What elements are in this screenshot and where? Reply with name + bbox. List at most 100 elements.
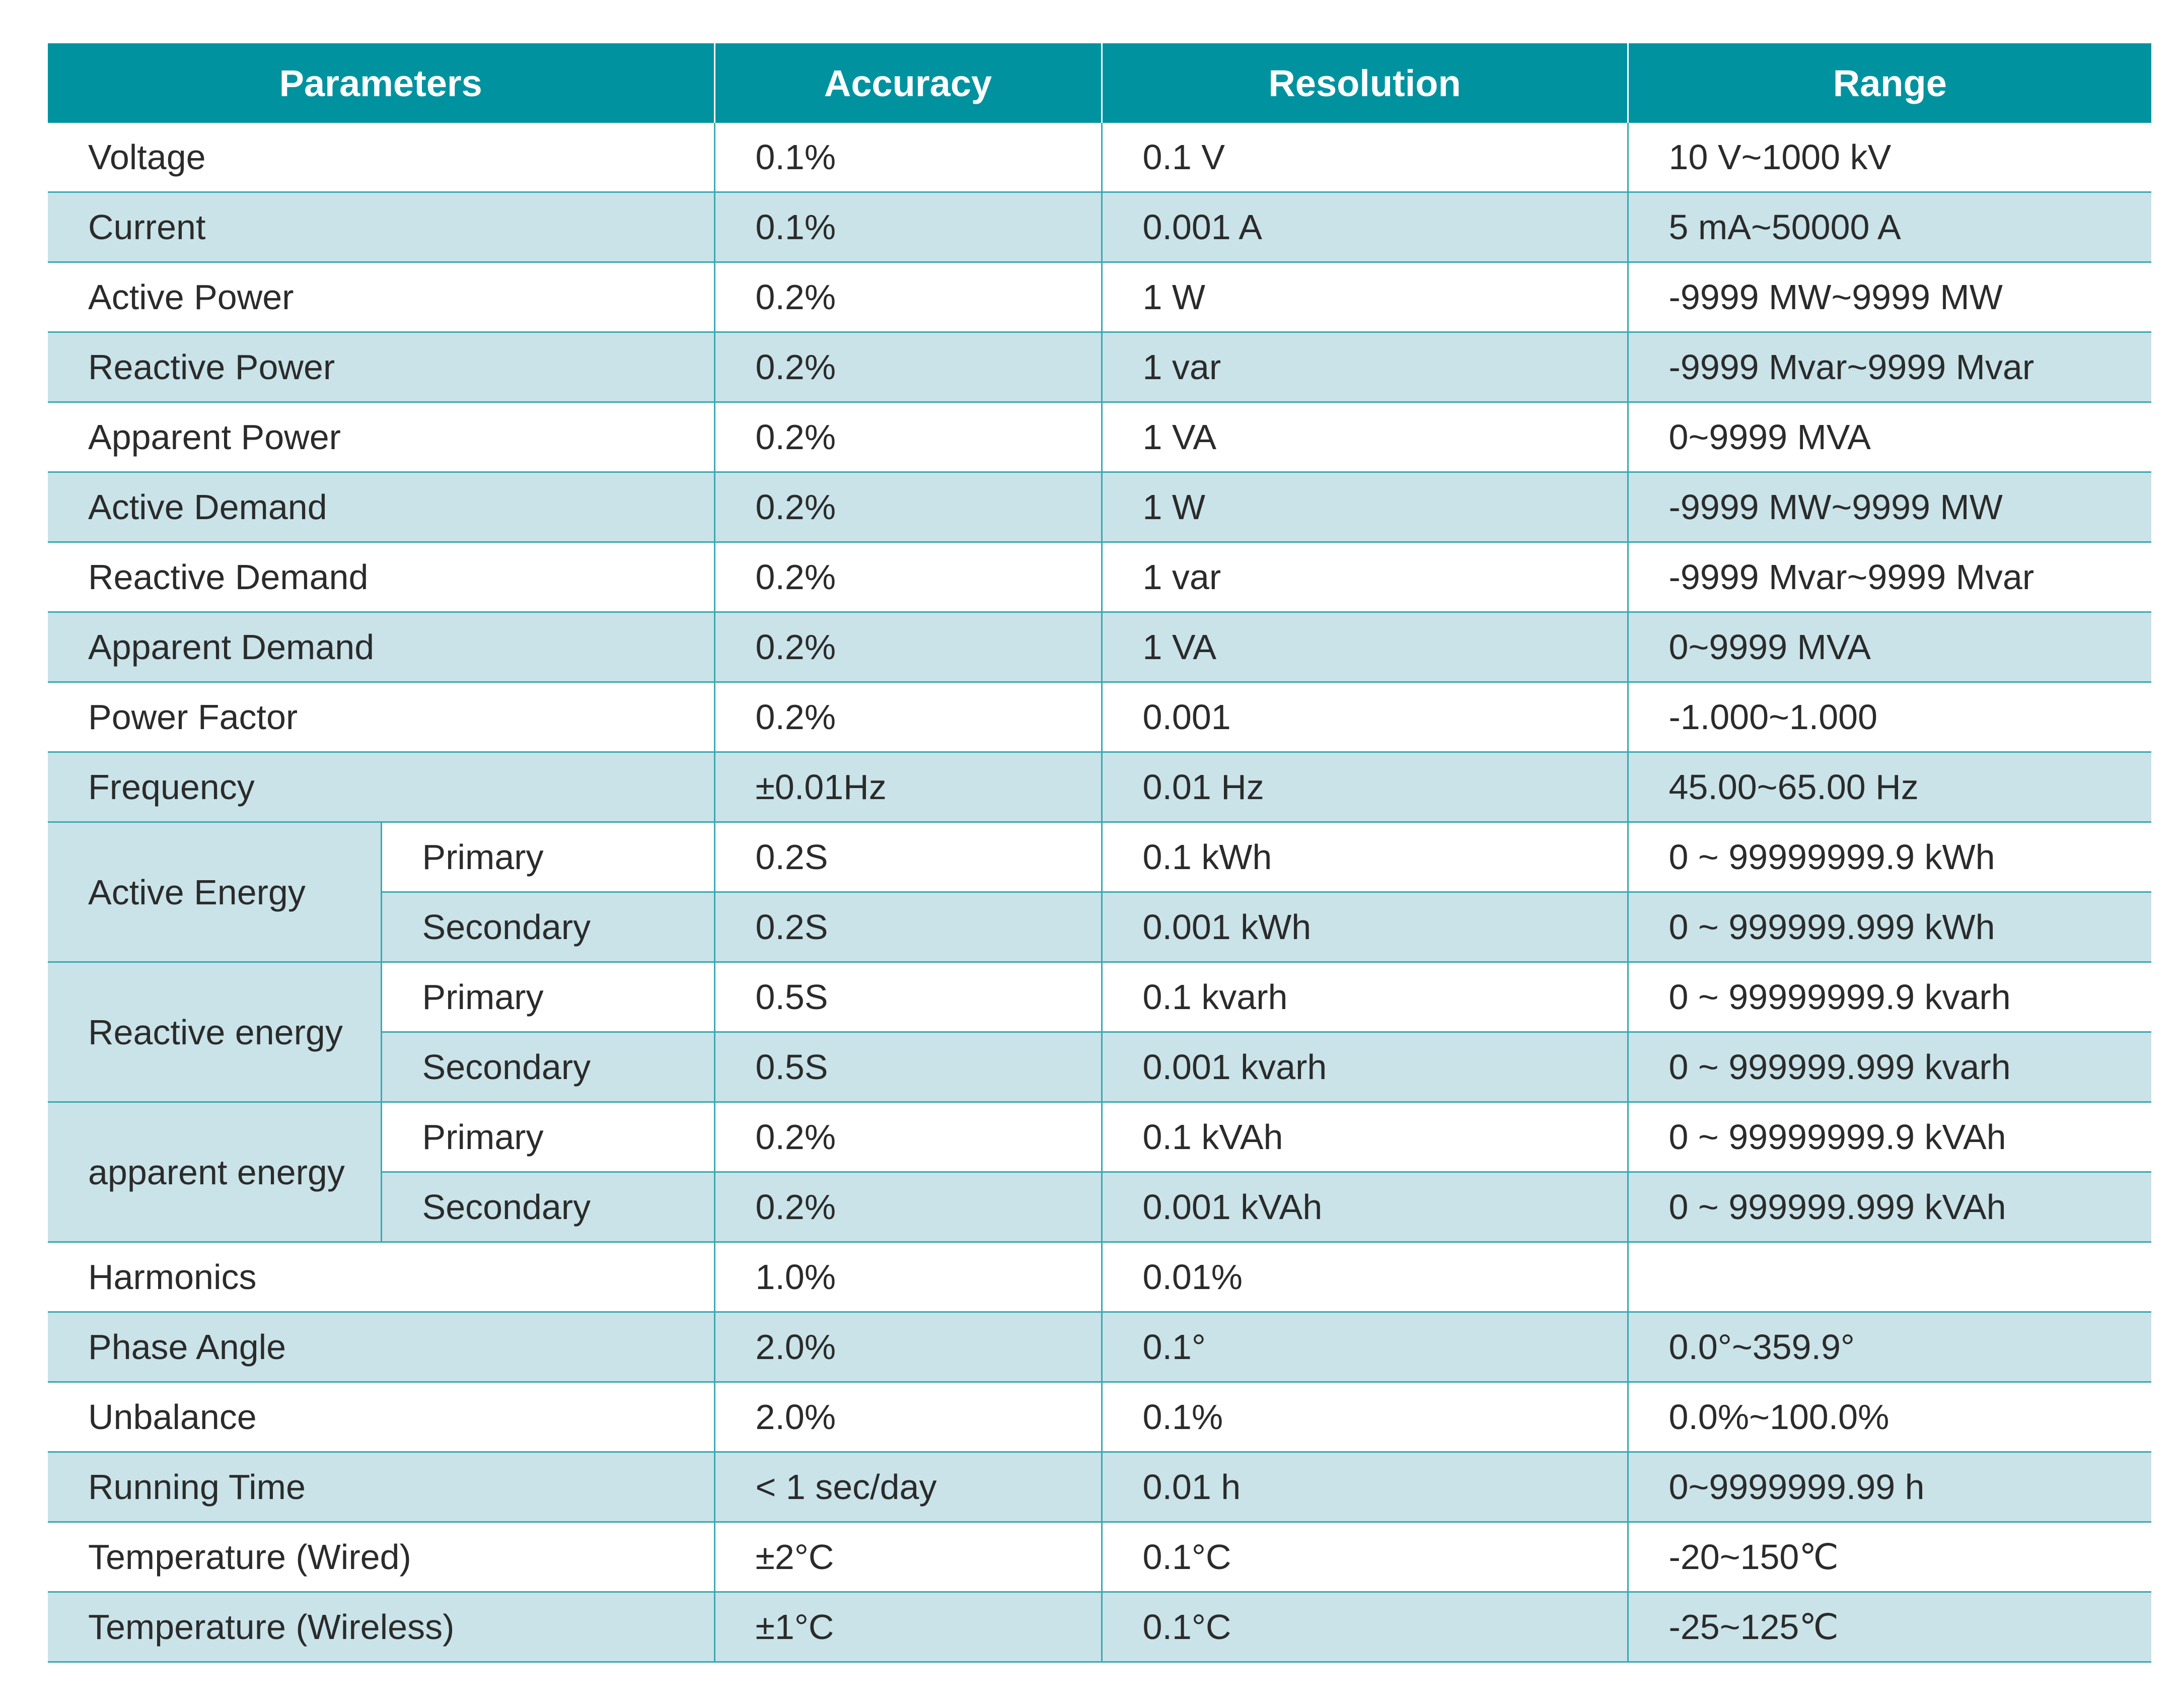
table-row: Frequency ±0.01Hz 0.01 Hz 45.00~65.00 Hz [48,752,2152,823]
parameter-cell: Temperature (Wireless) [48,1592,715,1663]
header-resolution: Resolution [1101,43,1628,123]
parameter-cell: Active Demand [48,472,715,543]
table-row: Running Time < 1 sec/day 0.01 h 0~9999999.9… [48,1452,2152,1523]
header-range: Range [1627,43,2152,123]
range-cell: -9999 MW~9999 MW [1627,472,2152,543]
resolution-cell: 0.1 V [1101,123,1628,193]
range-cell: 0~9999 MVA [1627,402,2152,473]
range-cell: -9999 Mvar~9999 Mvar [1627,542,2152,613]
accuracy-cell: 0.1% [713,192,1102,263]
table-row: Voltage 0.1% 0.1 V 10 V~1000 kV [48,123,2152,193]
energy-sub-cell: Primary [380,822,715,893]
parameter-cell: Current [48,192,715,263]
resolution-cell: 1 VA [1101,402,1628,473]
accuracy-cell: 0.2% [713,332,1102,403]
range-cell: 10 V~1000 kV [1627,123,2152,193]
resolution-cell: 0.1 kWh [1101,822,1628,893]
resolution-cell: 0.001 [1101,682,1628,753]
accuracy-cell: 0.2S [713,892,1102,963]
accuracy-cell: 0.2% [713,542,1102,613]
accuracy-cell: 0.2% [713,612,1102,683]
range-cell: 0.0%~100.0% [1627,1382,2152,1453]
range-cell: 0 ~ 999999.999 kvarh [1627,1032,2152,1103]
parameter-cell: Power Factor [48,682,715,753]
table-row: Temperature (Wireless) ±1°C 0.1°C -25~125℃ [48,1592,2152,1663]
parameter-cell: Active Power [48,262,715,333]
resolution-cell: 0.01 h [1101,1452,1628,1523]
accuracy-cell: 0.2S [713,822,1102,893]
resolution-cell: 0.1% [1101,1382,1628,1453]
accuracy-cell: 0.5S [713,1032,1102,1103]
resolution-cell: 0.001 kVAh [1101,1172,1628,1243]
accuracy-cell: 0.2% [713,402,1102,473]
energy-sub-cell: Primary [380,1102,715,1173]
accuracy-cell: 2.0% [713,1382,1102,1453]
accuracy-cell: 0.5S [713,962,1102,1033]
accuracy-cell: 0.2% [713,1172,1102,1243]
range-cell: -20~150℃ [1627,1522,2152,1593]
energy-sub-cell: Primary [380,962,715,1033]
energy-sub-cell: Secondary [380,1032,715,1103]
table-row: apparent energy Primary 0.2% 0.1 kVAh 0 ~ 99… [48,1102,2152,1243]
table-row: Reactive energy Primary 0.5S 0.1 kvarh 0 ~ 9… [48,962,2152,1103]
range-cell: -9999 Mvar~9999 Mvar [1627,332,2152,403]
resolution-cell: 1 VA [1101,612,1628,683]
parameter-cell: Reactive Power [48,332,715,403]
table-row: Apparent Demand 0.2% 1 VA 0~9999 MVA [48,612,2152,683]
range-cell: -1.000~1.000 [1627,682,2152,753]
range-cell: 0 ~ 99999999.9 kWh [1627,822,2152,893]
accuracy-cell: ±2°C [713,1522,1102,1593]
table-row: Active Demand 0.2% 1 W -9999 MW~9999 MW [48,472,2152,543]
header-row: Parameters Accuracy Resolution Range [48,43,2152,123]
parameter-cell: Apparent Demand [48,612,715,683]
energy-sub-cell: Secondary [380,1172,715,1243]
resolution-cell: 0.1 kVAh [1101,1102,1628,1173]
parameter-cell: Unbalance [48,1382,715,1453]
parameter-cell: Harmonics [48,1242,715,1313]
parameter-cell: Reactive Demand [48,542,715,613]
accuracy-cell: ±0.01Hz [713,752,1102,823]
range-cell [1627,1242,2152,1313]
table-row: Harmonics 1.0% 0.01% [48,1242,2152,1313]
parameter-cell: Frequency [48,752,715,823]
energy-group-cell: Active Energy [48,822,381,963]
range-cell: 45.00~65.00 Hz [1627,752,2152,823]
range-cell: -25~125℃ [1627,1592,2152,1663]
header-parameters: Parameters [48,43,715,123]
range-cell: 0 ~ 999999.999 kVAh [1627,1172,2152,1243]
accuracy-cell: ±1°C [713,1592,1102,1663]
energy-group-cell: Reactive energy [48,962,381,1103]
table-row: Power Factor 0.2% 0.001 -1.000~1.000 [48,682,2152,753]
resolution-cell: 1 var [1101,542,1628,613]
resolution-cell: 0.1° [1101,1312,1628,1383]
accuracy-cell: 0.2% [713,1102,1102,1173]
table-row: Unbalance 2.0% 0.1% 0.0%~100.0% [48,1382,2152,1453]
resolution-cell: 1 W [1101,472,1628,543]
accuracy-cell: 0.2% [713,682,1102,753]
range-cell: 5 mA~50000 A [1627,192,2152,263]
energy-sub-cell: Secondary [380,892,715,963]
table-row: Reactive Power 0.2% 1 var -9999 Mvar~9999 M… [48,332,2152,403]
resolution-cell: 1 var [1101,332,1628,403]
accuracy-cell: 0.2% [713,262,1102,333]
resolution-cell: 0.1°C [1101,1592,1628,1663]
table-row: Secondary 0.2% 0.001 kVAh 0 ~ 999999.999 kV… [48,1172,2152,1243]
accuracy-cell: 0.2% [713,472,1102,543]
accuracy-cell: 2.0% [713,1312,1102,1383]
table-row: Secondary 0.2S 0.001 kWh 0 ~ 999999.999 kWh [48,892,2152,963]
parameter-cell: Voltage [48,123,715,193]
range-cell: 0.0°~359.9° [1627,1312,2152,1383]
table-row: Phase Angle 2.0% 0.1° 0.0°~359.9° [48,1312,2152,1383]
range-cell: 0 ~ 999999.999 kWh [1627,892,2152,963]
table-row: Temperature (Wired) ±2°C 0.1°C -20~150℃ [48,1522,2152,1593]
range-cell: -9999 MW~9999 MW [1627,262,2152,333]
parameter-cell: Temperature (Wired) [48,1522,715,1593]
resolution-cell: 0.1 kvarh [1101,962,1628,1033]
resolution-cell: 0.01% [1101,1242,1628,1313]
resolution-cell: 0.001 kWh [1101,892,1628,963]
range-cell: 0~9999 MVA [1627,612,2152,683]
table-row: Active Power 0.2% 1 W -9999 MW~9999 MW [48,262,2152,333]
header-accuracy: Accuracy [713,43,1102,123]
table-row: Apparent Power 0.2% 1 VA 0~9999 MVA [48,402,2152,473]
resolution-cell: 1 W [1101,262,1628,333]
